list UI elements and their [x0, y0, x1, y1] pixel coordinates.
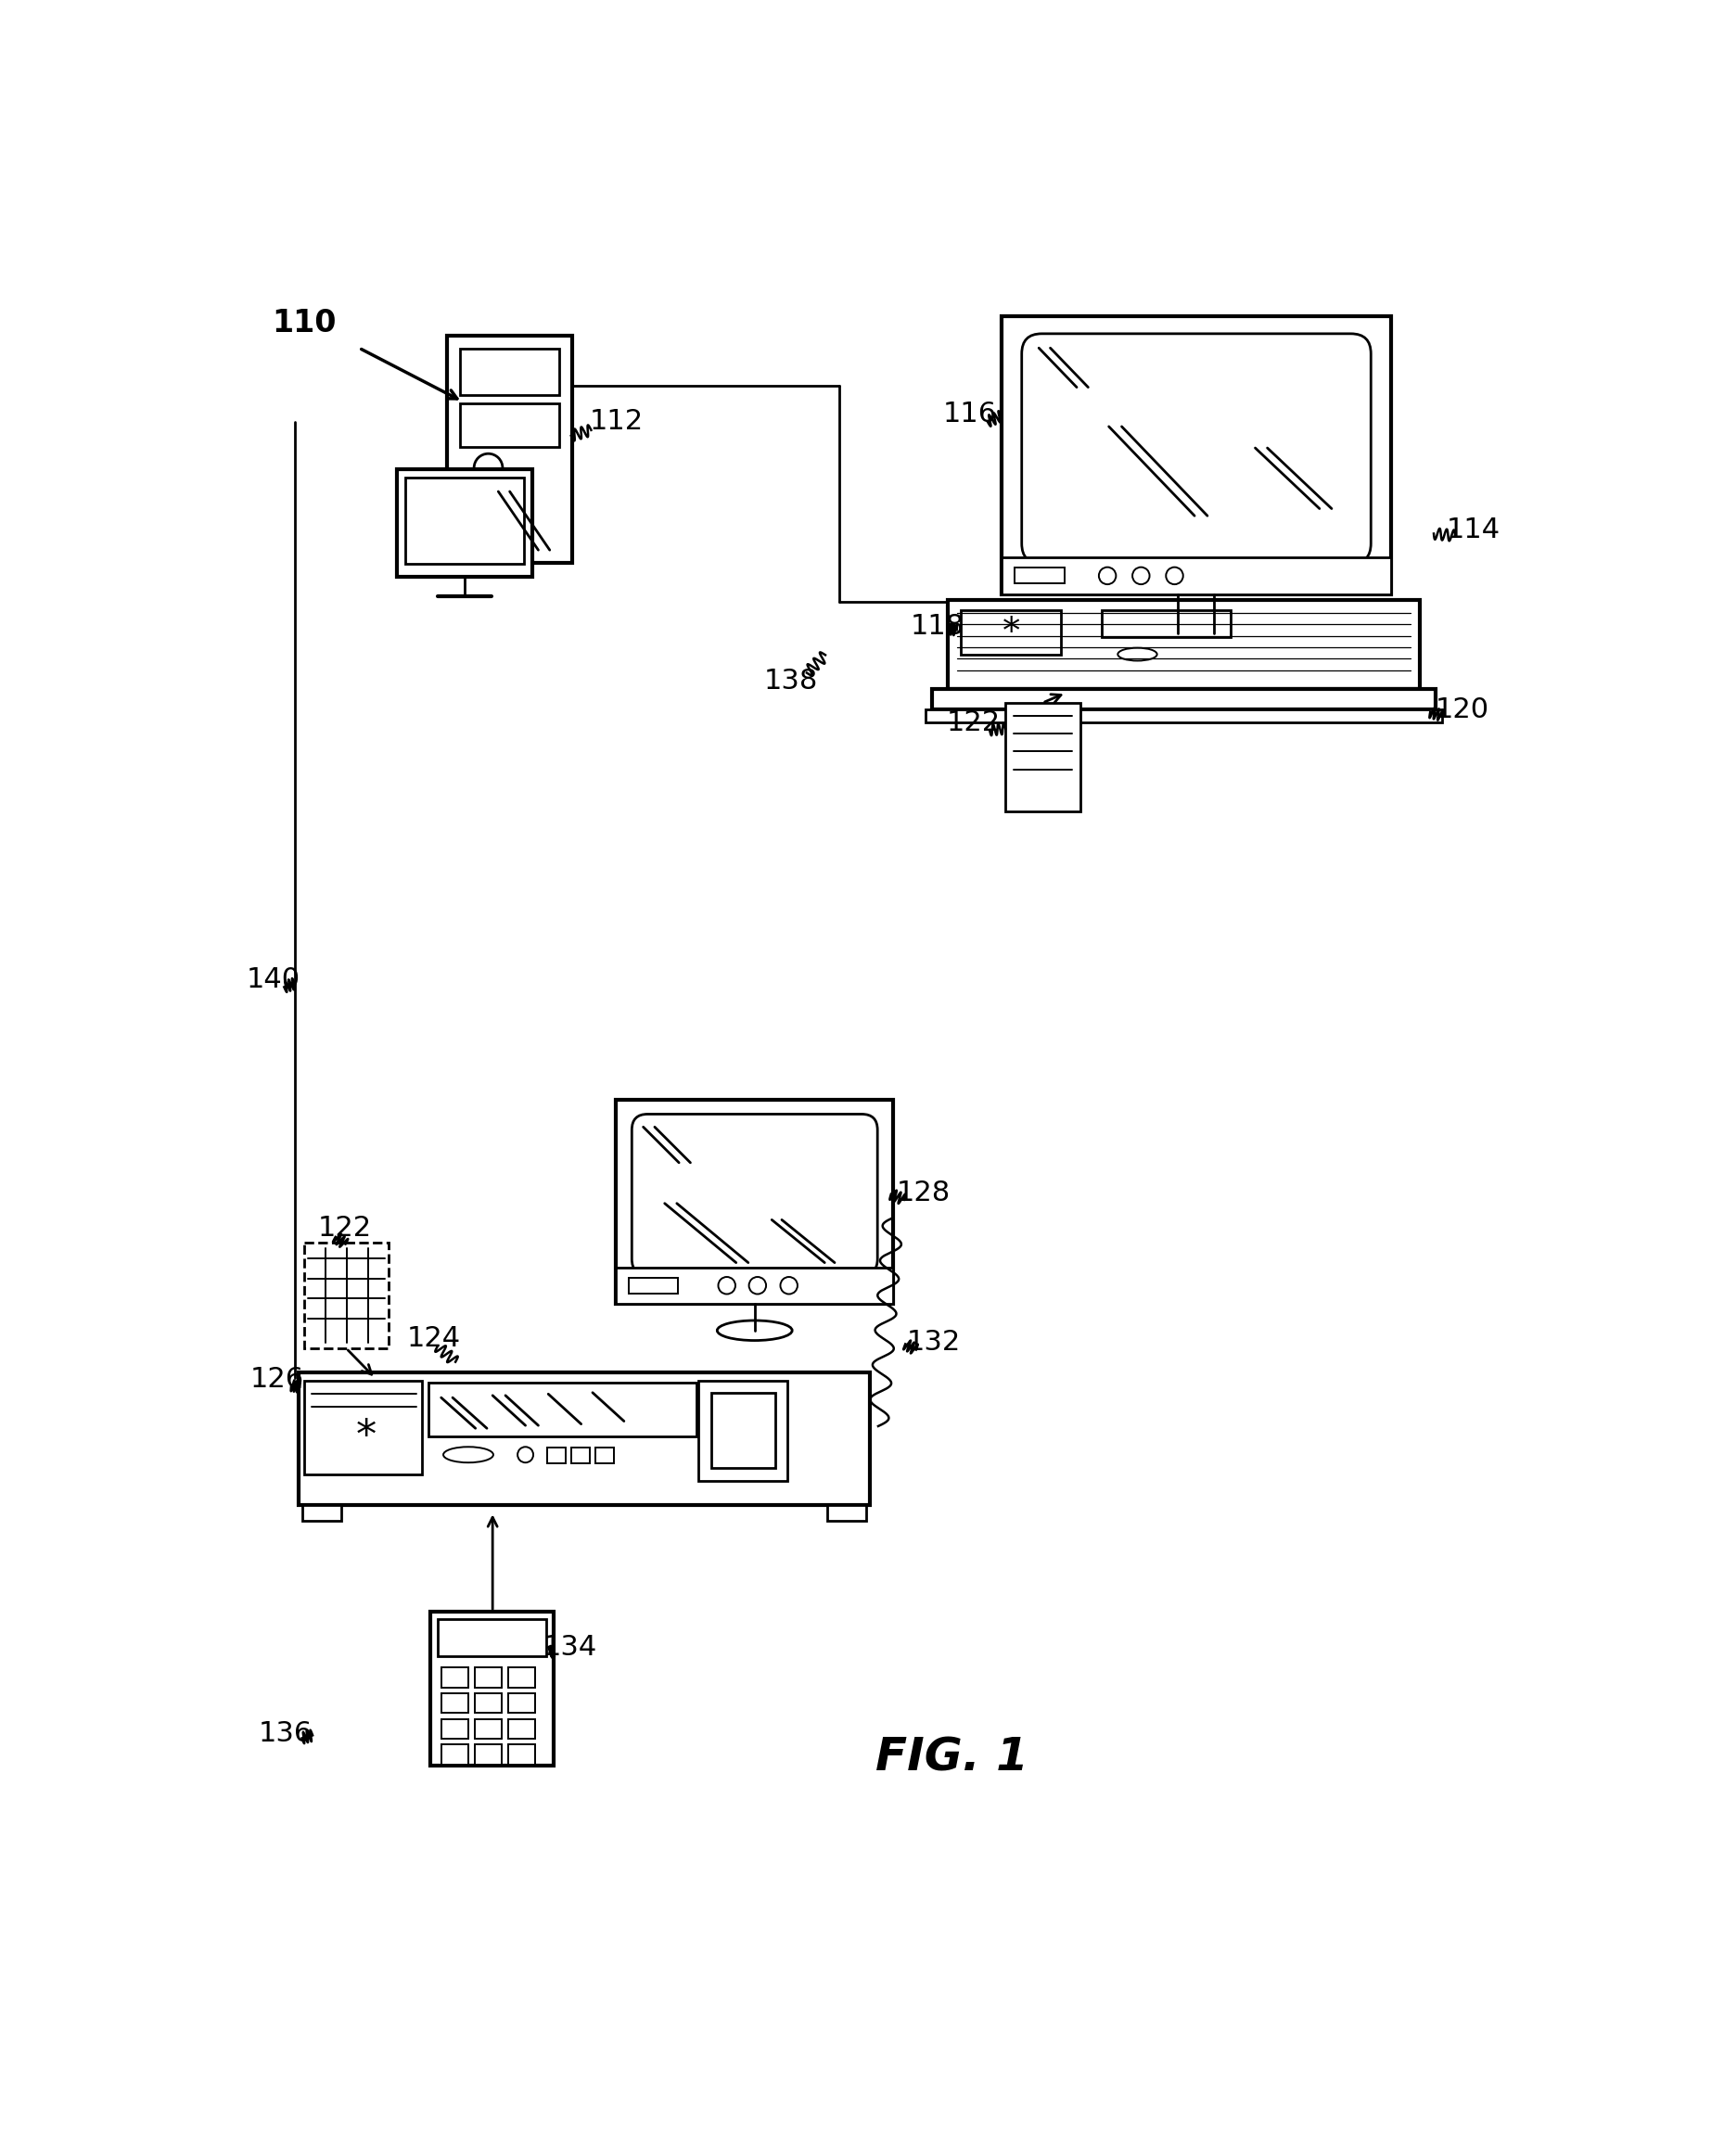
Bar — [926, 709, 1443, 722]
Circle shape — [748, 1276, 765, 1294]
Text: 116: 116 — [943, 401, 996, 427]
Bar — [509, 1667, 536, 1688]
Bar — [571, 1447, 590, 1464]
Text: 124: 124 — [407, 1326, 460, 1352]
Text: 110: 110 — [272, 308, 336, 338]
Text: 138: 138 — [764, 668, 819, 694]
Bar — [441, 1744, 469, 1764]
Text: 112: 112 — [590, 407, 643, 436]
Bar — [960, 610, 1060, 653]
Text: 122: 122 — [317, 1216, 372, 1242]
Bar — [397, 470, 533, 576]
Bar — [629, 1279, 678, 1294]
FancyBboxPatch shape — [1022, 334, 1371, 563]
Text: 120: 120 — [1436, 696, 1490, 724]
Circle shape — [1165, 567, 1183, 584]
Text: 132: 132 — [907, 1328, 960, 1356]
Bar — [447, 336, 572, 563]
Bar — [1002, 556, 1391, 595]
Bar — [547, 1447, 565, 1464]
Ellipse shape — [1117, 647, 1157, 660]
Bar — [698, 1382, 788, 1481]
Circle shape — [719, 1276, 736, 1294]
Bar — [431, 1613, 553, 1766]
Bar — [460, 349, 559, 395]
Bar — [1127, 640, 1264, 655]
Bar — [303, 1382, 422, 1475]
Circle shape — [474, 453, 503, 483]
Text: 140: 140 — [247, 966, 300, 994]
Circle shape — [1098, 567, 1115, 584]
Bar — [828, 1505, 865, 1520]
Circle shape — [781, 1276, 798, 1294]
Bar — [474, 1718, 502, 1740]
Bar — [595, 1447, 614, 1464]
Bar — [710, 1393, 776, 1468]
Bar — [1005, 703, 1081, 811]
Text: 126: 126 — [250, 1367, 303, 1393]
Bar — [303, 1242, 388, 1348]
Text: 134: 134 — [543, 1634, 597, 1660]
Bar — [509, 1718, 536, 1740]
Bar — [460, 403, 559, 446]
Bar — [615, 1100, 893, 1304]
Text: 136: 136 — [259, 1720, 312, 1746]
Bar — [441, 1692, 469, 1714]
Bar — [474, 1744, 502, 1764]
Circle shape — [517, 1447, 533, 1462]
Text: 114: 114 — [1446, 517, 1500, 543]
Text: 118: 118 — [910, 612, 964, 640]
Bar — [302, 1505, 341, 1520]
Bar — [1002, 315, 1391, 595]
Bar — [405, 479, 524, 563]
Bar — [1102, 610, 1231, 638]
Bar — [615, 1268, 893, 1304]
Text: *: * — [355, 1416, 376, 1457]
Text: 122: 122 — [946, 709, 1000, 737]
Bar — [438, 1619, 547, 1656]
Bar — [509, 1744, 536, 1764]
Ellipse shape — [717, 1319, 791, 1341]
Bar — [441, 1718, 469, 1740]
Bar — [1015, 567, 1064, 582]
Ellipse shape — [1150, 621, 1243, 647]
Text: *: * — [1002, 614, 1021, 649]
Bar — [474, 1692, 502, 1714]
FancyBboxPatch shape — [631, 1115, 878, 1274]
Text: 128: 128 — [896, 1179, 950, 1205]
Bar — [509, 1692, 536, 1714]
Bar — [933, 690, 1434, 709]
Text: FIG. 1: FIG. 1 — [876, 1736, 1028, 1781]
Bar — [441, 1667, 469, 1688]
Ellipse shape — [443, 1447, 493, 1462]
Circle shape — [1133, 567, 1150, 584]
Bar — [428, 1382, 696, 1436]
Bar — [298, 1373, 869, 1505]
Bar — [474, 1667, 502, 1688]
Bar — [948, 599, 1419, 690]
